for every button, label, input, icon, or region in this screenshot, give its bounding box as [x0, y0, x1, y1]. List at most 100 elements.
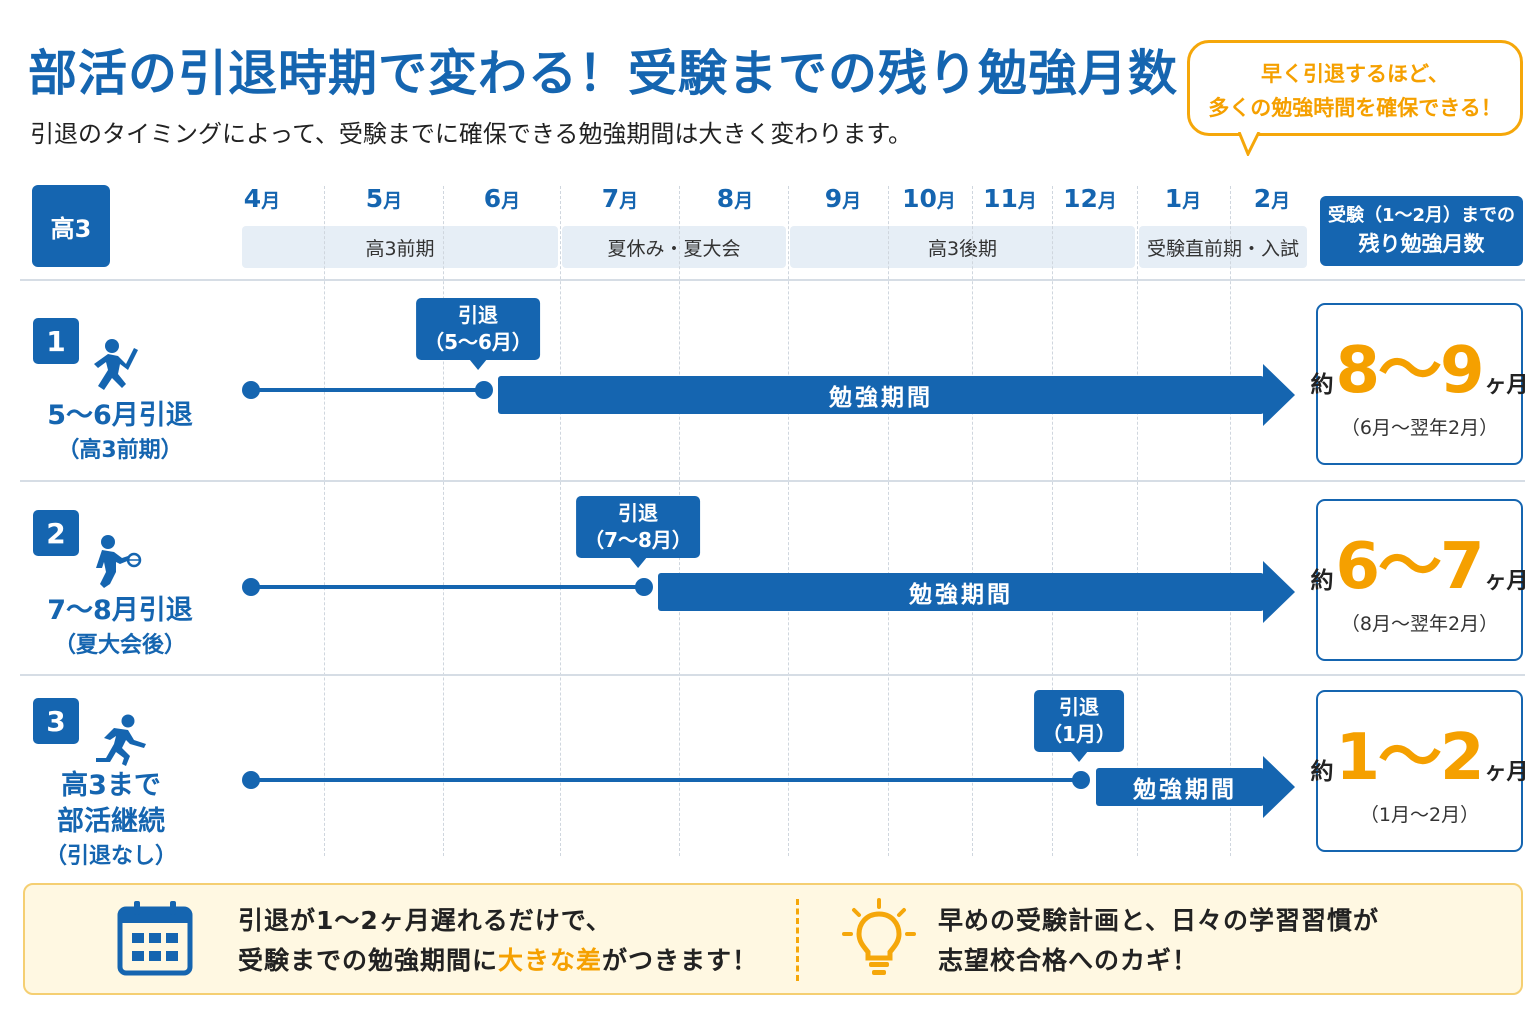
speech-bubble: 早く引退するほど、 多くの勉強時間を確保できる！: [1187, 40, 1523, 136]
footer-right-text: 早めの受験計画と、日々の学習習慣が 志望校合格へのカギ！: [938, 901, 1379, 981]
month-label: 4月: [243, 184, 281, 213]
grade-badge: 高3: [32, 185, 110, 267]
footer-right-line-1: 早めの受験計画と、日々の学習習慣が: [938, 906, 1380, 935]
retire-dot: [1072, 771, 1090, 789]
footer-left-line-2-pre: 受験までの勉強期間に: [238, 946, 499, 975]
study-period-label: 勉強期間: [1133, 777, 1237, 803]
grid-line: [1137, 186, 1138, 856]
row-label-main: 高3まで: [61, 770, 161, 801]
retire-tag-month: （1月）: [1042, 722, 1116, 746]
retire-tag: 引退 （5〜6月）: [416, 298, 540, 360]
footer-highlight: 大きな差: [498, 946, 603, 975]
bubble-line-1: 早く引退するほど、: [1261, 62, 1449, 86]
result-approx: 約: [1310, 759, 1334, 785]
retire-tag-word: 引退: [458, 303, 498, 327]
arrow-body: [658, 573, 1264, 611]
pre-retire-line: [251, 585, 644, 589]
result-box: 約 6〜7 ヶ月 （8月〜翌年2月）: [1310, 499, 1529, 661]
result-box: 約 8〜9 ヶ月 （6月〜翌年2月）: [1310, 303, 1529, 465]
footer-right-line-2: 志望校合格へのカギ！: [938, 946, 1199, 975]
footer-divider: [796, 899, 799, 981]
retire-tag: 引退 （7〜8月）: [576, 496, 700, 558]
result-main: 約 8〜9 ヶ月: [1310, 319, 1528, 411]
month-label: 6月: [483, 184, 521, 213]
period-first-term: 高3前期: [242, 226, 558, 268]
period-second-term: 高3後期: [790, 226, 1135, 268]
result-approx: 約: [1310, 568, 1334, 594]
study-period-arrow: 勉強期間: [658, 561, 1295, 623]
result-range: （6月〜翌年2月）: [1340, 417, 1499, 439]
month-label: 7月: [601, 184, 639, 213]
result-unit: ヶ月: [1484, 760, 1529, 785]
row-number-badge: 1: [33, 318, 79, 364]
row-label: 5〜6月引退 （高3前期）: [26, 398, 214, 468]
result-header: 受験（1〜2月）までの 残り勉強月数: [1320, 196, 1523, 266]
pre-retire-line: [251, 778, 1081, 782]
month-label: 2月: [1253, 184, 1291, 213]
arrow-head: [1263, 364, 1295, 426]
period-summer: 夏休み・夏大会: [562, 226, 786, 268]
footer-left-line-2-post: がつきます！: [602, 946, 759, 975]
grid-line: [888, 186, 889, 856]
result-months: 1〜2: [1335, 721, 1484, 795]
footer-left-text: 引退が1〜2ヶ月遅れるだけで、 受験までの勉強期間に大きな差がつきます！: [238, 901, 758, 981]
month-label: 5月: [365, 184, 403, 213]
bubble-line-2: 多くの勉強時間を確保できる！: [1208, 96, 1502, 120]
grid-line: [788, 186, 789, 856]
arrow-body: [1096, 768, 1264, 806]
study-period-arrow: 勉強期間: [1096, 756, 1295, 818]
lightbulb-icon: [842, 898, 916, 975]
page-subtitle: 引退のタイミングによって、受験までに確保できる勉強期間は大きく変わります。: [30, 120, 912, 148]
calendar-icon: [117, 901, 193, 976]
row-label: 7〜8月引退 （夏大会後）: [26, 593, 214, 663]
row-label-main: 5〜6月引退: [47, 400, 193, 431]
result-months: 6〜7: [1335, 530, 1484, 604]
runner-relay-icon: [94, 339, 138, 390]
footer-left-line-1: 引退が1〜2ヶ月遅れるだけで、: [238, 906, 612, 935]
study-period-label: 勉強期間: [829, 385, 933, 411]
grid-line: [1230, 186, 1231, 856]
page-title: 部活の引退時期で変わる！受験までの残り勉強月数: [28, 45, 1179, 102]
athlete-ball-icon: [96, 535, 142, 588]
row-label-sub: （高3前期）: [57, 438, 183, 463]
row-divider: [20, 279, 1525, 281]
result-unit: ヶ月: [1484, 373, 1529, 398]
start-dot: [242, 771, 260, 789]
running-person-icon: [96, 714, 146, 766]
grid-line: [443, 186, 444, 856]
result-approx: 約: [1310, 372, 1334, 398]
result-range: （1月〜2月）: [1359, 804, 1480, 826]
row-number-badge: 3: [33, 698, 79, 744]
result-main: 約 6〜7 ヶ月: [1310, 515, 1528, 607]
row-label-main: 7〜8月引退: [47, 595, 193, 626]
month-label: 12月: [1063, 184, 1117, 213]
bubble-tail-icon: [1238, 132, 1261, 156]
result-box: 約 1〜2 ヶ月 （1月〜2月）: [1310, 690, 1529, 852]
period-exam: 受験直前期・入試: [1139, 226, 1307, 268]
row-label-sub: （引退なし）: [44, 844, 177, 869]
arrow-head: [1263, 561, 1295, 623]
month-label: 10月: [902, 184, 956, 213]
retire-tag: 引退 （1月）: [1034, 690, 1124, 752]
month-label: 9月: [824, 184, 862, 213]
arrow-body: [498, 376, 1264, 414]
retire-tag-month: （7〜8月）: [584, 528, 692, 552]
retire-dot: [635, 578, 653, 596]
arrow-head: [1263, 756, 1295, 818]
study-period-arrow: 勉強期間: [498, 364, 1295, 426]
row-divider: [20, 480, 1525, 482]
grid-line: [560, 186, 561, 856]
row-label: 高3まで 部活継続 （引退なし）: [16, 768, 206, 874]
result-header-line-1: 受験（1〜2月）までの: [1327, 205, 1516, 226]
footer-left-line-2: 受験までの勉強期間に大きな差がつきます！: [238, 941, 758, 981]
start-dot: [242, 578, 260, 596]
month-label: 11月: [983, 184, 1037, 213]
study-period-label: 勉強期間: [909, 582, 1013, 608]
grid-line: [972, 186, 973, 856]
month-label: 1月: [1164, 184, 1202, 213]
row-divider: [20, 674, 1525, 676]
retire-tag-month: （5〜6月）: [424, 330, 532, 354]
start-dot: [242, 381, 260, 399]
grid-line: [324, 186, 325, 856]
grid-line: [1052, 186, 1053, 856]
